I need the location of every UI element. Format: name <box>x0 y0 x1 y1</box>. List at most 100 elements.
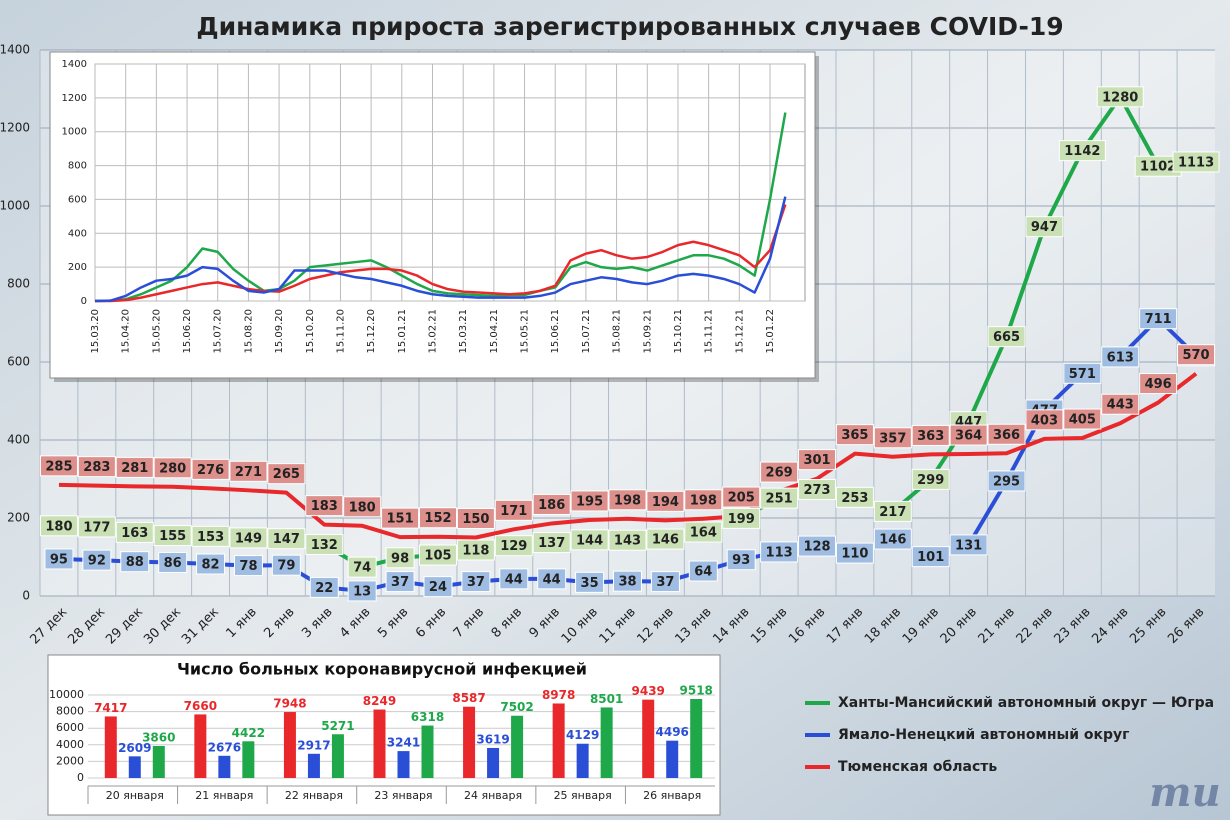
data-label: 8978 <box>542 688 575 702</box>
data-label: 364 <box>955 429 982 444</box>
data-label: 253 <box>841 491 868 506</box>
data-label: 403 <box>1031 413 1058 428</box>
bar <box>242 741 255 778</box>
x-tick-label: 21 января <box>195 789 253 802</box>
data-label-box <box>646 490 685 512</box>
x-tick-label: 20 января <box>106 789 164 802</box>
data-label: 281 <box>121 461 148 476</box>
x-tick-label: 23 января <box>374 789 432 802</box>
bar <box>576 743 589 778</box>
data-label: 301 <box>803 453 830 468</box>
line <box>94 112 787 303</box>
data-label: 570 <box>1182 348 1209 363</box>
y-tick-label: 1000 <box>62 127 87 138</box>
data-label: 153 <box>197 530 224 545</box>
line <box>58 372 1198 540</box>
y-tick-label: 600 <box>7 355 30 369</box>
data-label: 9518 <box>680 684 713 698</box>
data-label: 3860 <box>142 730 175 744</box>
data-label-box <box>305 495 344 517</box>
bar <box>690 699 703 778</box>
data-label-box <box>461 571 491 593</box>
bar-chart-title: Число больных коронавирусной инфекцией <box>177 660 587 679</box>
data-label: 3619 <box>476 732 509 746</box>
data-label: 92 <box>88 554 106 569</box>
data-label-box <box>418 507 457 529</box>
data-label-box <box>267 528 306 550</box>
data-label: 7948 <box>273 697 306 711</box>
data-label: 2917 <box>297 738 330 752</box>
data-label: 37 <box>391 575 409 590</box>
bar <box>307 753 320 778</box>
x-tick-label: 26 января <box>643 789 701 802</box>
data-label-box <box>499 568 529 590</box>
data-label: 101 <box>917 550 944 565</box>
legend-label: Ямало-Ненецкий автономный округ <box>838 727 1129 743</box>
data-label: 64 <box>694 565 712 580</box>
data-label: 86 <box>164 556 182 571</box>
x-tick-label: 15.10.21 <box>673 309 684 354</box>
data-label: 496 <box>1145 377 1172 392</box>
data-label: 2609 <box>118 741 151 755</box>
data-label: 147 <box>273 532 300 547</box>
x-tick-label: 15.08.20 <box>243 309 254 354</box>
data-label-box <box>494 499 533 521</box>
y-tick-label: 1200 <box>0 121 30 135</box>
data-label: 7417 <box>94 701 127 715</box>
bar <box>104 716 117 778</box>
x-tick-label: 15.07.21 <box>581 309 592 354</box>
x-tick-label: 15.06.20 <box>182 309 193 354</box>
data-label: 98 <box>391 551 409 566</box>
data-label-box <box>1139 308 1178 330</box>
data-label: 137 <box>538 536 565 551</box>
data-label: 113 <box>766 545 793 560</box>
data-label-box <box>153 525 192 547</box>
data-label-box <box>1063 408 1102 430</box>
data-label-box <box>873 528 912 550</box>
data-label: 37 <box>467 575 485 590</box>
x-tick-label: 15.10.20 <box>305 309 316 354</box>
data-label-box <box>39 515 78 537</box>
data-label: 79 <box>277 559 295 574</box>
data-label: 152 <box>424 511 451 526</box>
data-label: 144 <box>576 533 603 548</box>
x-tick-label: 15.03.20 <box>90 309 101 354</box>
data-label: 283 <box>83 460 110 475</box>
x-tick-label: 15.01.21 <box>397 309 408 354</box>
data-label: 143 <box>614 534 641 549</box>
data-label-box <box>798 479 837 501</box>
data-label: 180 <box>349 500 376 515</box>
data-label: 1113 <box>1178 155 1214 170</box>
y-tick-label: 1200 <box>62 93 87 104</box>
y-tick-label: 2000 <box>56 754 84 767</box>
data-label: 198 <box>690 493 717 508</box>
y-tick-label: 600 <box>68 194 87 205</box>
data-label: 82 <box>202 558 220 573</box>
data-label: 177 <box>83 520 110 535</box>
data-label: 357 <box>879 431 906 446</box>
bar <box>487 747 500 778</box>
y-tick-label: 800 <box>7 277 30 291</box>
data-label: 93 <box>732 553 750 568</box>
line <box>95 204 787 303</box>
data-label-box <box>115 456 154 478</box>
y-tick-label: 1000 <box>0 199 30 213</box>
bar <box>331 734 344 778</box>
data-label-box <box>1139 373 1178 395</box>
data-label: 8249 <box>363 694 396 708</box>
data-label: 5271 <box>321 719 354 733</box>
y-tick-label: 6000 <box>56 721 84 734</box>
data-label: 363 <box>917 429 944 444</box>
data-label: 280 <box>159 461 186 476</box>
data-label-box <box>233 555 263 577</box>
data-label-box <box>229 527 268 549</box>
data-label-box <box>153 457 192 479</box>
data-label-box <box>191 525 230 547</box>
data-label: 88 <box>126 555 144 570</box>
data-label: 571 <box>1069 367 1096 382</box>
data-label: 44 <box>505 572 523 587</box>
x-tick-label: 15.08.21 <box>612 309 623 354</box>
data-label: 150 <box>462 512 489 527</box>
y-tick-label: 0 <box>77 771 84 784</box>
data-label-box <box>949 424 988 446</box>
